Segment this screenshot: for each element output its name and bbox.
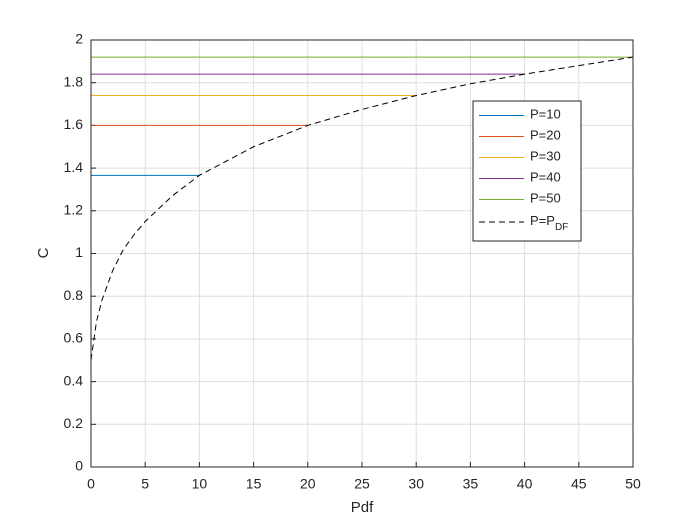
legend-text: P=10 — [530, 107, 561, 122]
y-tick-label: 1.4 — [64, 159, 84, 175]
x-tick-label: 35 — [463, 476, 479, 492]
x-tick-label: 0 — [87, 476, 95, 492]
x-tick-label: 15 — [246, 476, 262, 492]
y-tick-label: 1.8 — [64, 73, 84, 89]
legend-text: P=P — [530, 213, 555, 228]
legend-label: P=20 — [530, 128, 561, 143]
legend: P=10 P=20 P=30 P=40 P=50 P=PDF — [472, 100, 582, 242]
series-line — [90, 56, 634, 361]
x-tick-label: 30 — [408, 476, 424, 492]
legend-text: P=20 — [530, 128, 561, 143]
legend-label: P=PDF — [530, 213, 568, 232]
x-tick-label: 10 — [192, 476, 208, 492]
x-axis-label: Pdf — [351, 499, 374, 516]
legend-text: P=30 — [530, 149, 561, 164]
legend-box — [472, 100, 582, 242]
y-tick-label: 0.4 — [64, 372, 84, 388]
legend-label: P=10 — [530, 107, 561, 122]
x-tick-label: 20 — [300, 476, 316, 492]
x-tick-label: 45 — [571, 476, 587, 492]
y-tick-label: 1.2 — [64, 202, 84, 218]
y-tick-label: 0.2 — [64, 415, 84, 431]
y-tick-label: 0.8 — [64, 287, 84, 303]
legend-label: P=50 — [530, 191, 561, 206]
x-tick-label: 50 — [625, 476, 641, 492]
legend-label: P=30 — [530, 149, 561, 164]
y-tick-label: 1 — [75, 244, 83, 260]
x-tick-label: 40 — [517, 476, 533, 492]
legend-text: P=40 — [530, 170, 561, 185]
legend-text: P=50 — [530, 191, 561, 206]
axes-box — [90, 39, 634, 468]
x-tick-label: 5 — [141, 476, 149, 492]
y-tick-label: 2 — [75, 31, 83, 47]
y-axis-label: C — [35, 247, 52, 258]
legend-label: P=40 — [530, 170, 561, 185]
y-tick-label: 0.6 — [64, 330, 84, 346]
y-tick-label: 0 — [75, 458, 83, 474]
legend-subscript: DF — [555, 222, 568, 233]
y-tick-label: 1.6 — [64, 116, 84, 132]
x-tick-label: 25 — [354, 476, 370, 492]
